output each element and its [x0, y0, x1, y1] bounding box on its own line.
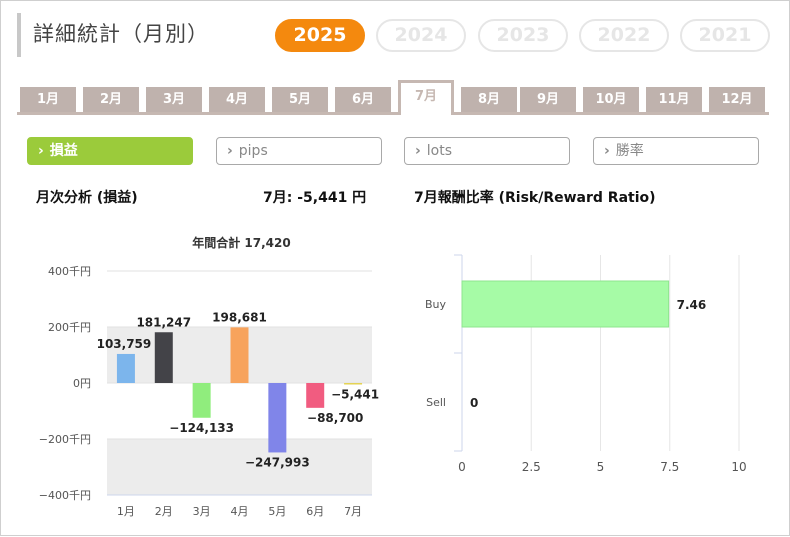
page-title: 詳細統計（月別）: [17, 13, 209, 57]
plot-band: [107, 439, 372, 495]
y-tick-label: 0円: [73, 377, 91, 390]
tab-month-10[interactable]: 10月: [583, 87, 639, 112]
metric-button-pips[interactable]: › pips: [216, 137, 382, 165]
tab-month-3[interactable]: 3月: [146, 87, 202, 112]
metric-label: 勝率: [615, 143, 644, 159]
x-tick-label: 3月: [193, 505, 211, 518]
x-tick-label: 6月: [306, 505, 324, 518]
y-tick-label: Buy: [425, 298, 447, 311]
tab-month-11[interactable]: 11月: [646, 87, 702, 112]
data-label: −247,993: [245, 455, 310, 469]
data-label: −124,133: [169, 421, 234, 435]
y-tick-label: −200千円: [39, 433, 91, 446]
chevron-right-icon: ›: [227, 143, 233, 159]
metric-label: pips: [238, 143, 268, 159]
bar-1: [116, 353, 135, 383]
bar-buy: [461, 280, 670, 328]
x-tick-label: 5月: [268, 505, 286, 518]
bar-4: [230, 327, 249, 383]
chevron-right-icon: ›: [604, 143, 610, 159]
y-tick-label: 400千円: [48, 265, 91, 278]
metric-button-profit[interactable]: › 損益: [27, 137, 193, 165]
month-summary: 7月: -5,441 円: [263, 190, 367, 206]
bar-5: [268, 383, 287, 453]
risk-reward-title: 7月報酬比率 (Risk/Reward Ratio): [414, 190, 656, 206]
y-tick-label: 200千円: [48, 321, 91, 334]
metric-button-lots[interactable]: › lots: [404, 137, 570, 165]
x-tick-label: 7.5: [660, 460, 679, 474]
tab-month-6[interactable]: 6月: [335, 87, 391, 112]
x-tick-label: 1月: [117, 505, 135, 518]
bar-6: [306, 383, 325, 408]
tab-month-4[interactable]: 4月: [209, 87, 265, 112]
chevron-right-icon: ›: [38, 143, 44, 159]
tab-month-9[interactable]: 9月: [520, 87, 576, 112]
data-label: −5,441: [331, 388, 379, 402]
chevron-right-icon: ›: [415, 143, 421, 159]
tab-month-8[interactable]: 8月: [461, 87, 517, 112]
tab-month-2[interactable]: 2月: [83, 87, 139, 112]
tab-month-7[interactable]: 7月: [398, 80, 454, 115]
data-label: −88,700: [307, 411, 363, 425]
x-tick-label: 0: [458, 460, 466, 474]
tab-month-5[interactable]: 5月: [272, 87, 328, 112]
bar-3: [192, 383, 211, 418]
bar-2: [154, 332, 173, 383]
x-tick-label: 4月: [231, 505, 249, 518]
data-label: 0: [470, 396, 478, 410]
metric-label: lots: [426, 143, 453, 159]
x-tick-label: 2.5: [522, 460, 541, 474]
year-button-2022[interactable]: 2022: [579, 19, 669, 52]
year-button-2025[interactable]: 2025: [275, 19, 365, 52]
monthly-analysis-title: 月次分析 (損益): [36, 190, 138, 206]
x-tick-label: 5: [597, 460, 605, 474]
x-tick-label: 10: [731, 460, 746, 474]
year-button-2021[interactable]: 2021: [680, 19, 770, 52]
metric-button-winrate[interactable]: › 勝率: [593, 137, 759, 165]
x-tick-label: 7月: [344, 505, 362, 518]
year-button-2023[interactable]: 2023: [478, 19, 568, 52]
bar-7: [344, 383, 363, 385]
data-label: 181,247: [136, 315, 191, 329]
data-label: 103,759: [97, 337, 152, 351]
month-tabs: 1月 2月 3月 4月 5月 6月 7月 8月 9月 10月 11月 12月: [17, 80, 769, 115]
x-tick-label: 2月: [155, 505, 173, 518]
year-button-2024[interactable]: 2024: [376, 19, 466, 52]
data-label: 7.46: [677, 298, 707, 312]
tab-month-1[interactable]: 1月: [20, 87, 76, 112]
data-label: 198,681: [212, 310, 267, 324]
y-tick-label: −400千円: [39, 489, 91, 502]
y-tick-label: Sell: [426, 396, 446, 409]
tab-month-12[interactable]: 12月: [709, 87, 765, 112]
chart-title: 年間合計 17,420: [192, 235, 291, 250]
metric-label: 損益: [49, 143, 78, 159]
